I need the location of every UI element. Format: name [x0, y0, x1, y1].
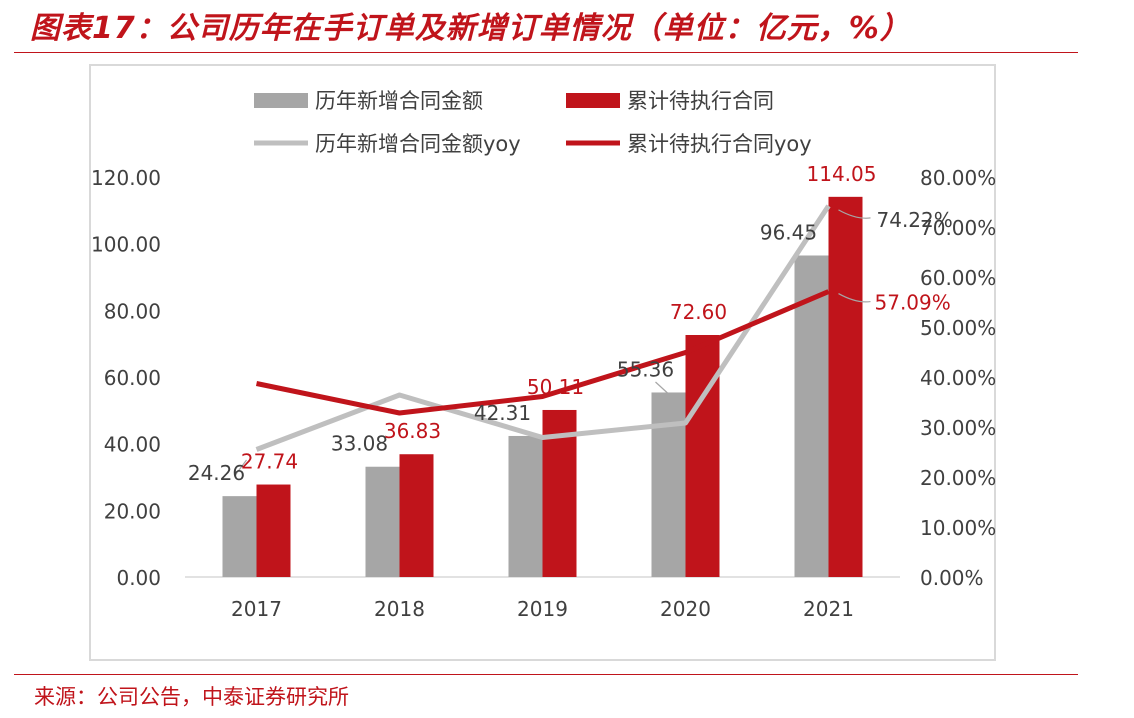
data-label-leader: [234, 459, 247, 477]
data-label-backlog: 72.60: [670, 300, 727, 324]
data-label-new-contracts: 33.08: [331, 432, 388, 456]
y-right-tick-label: 60.00%: [920, 266, 996, 290]
y-left-tick-label: 40.00: [104, 433, 161, 457]
bar-new-contracts: [508, 435, 543, 577]
line-label-leader: [838, 209, 871, 219]
legend-label-backlog: 累计待执行合同: [627, 89, 774, 113]
line-backlog-yoy: [255, 289, 830, 416]
y-right-tick-label: 80.00%: [920, 166, 996, 190]
bar-new-contracts: [222, 496, 257, 577]
bar-new-contracts: [651, 392, 686, 577]
x-tick-label: 2017: [231, 597, 282, 621]
bar-new-contracts: [794, 255, 829, 577]
data-label-backlog: 27.74: [241, 450, 298, 474]
data-label-backlog: 36.83: [384, 419, 441, 443]
chart-frame: [89, 64, 996, 661]
source-note: 来源：公司公告，中泰证券研究所: [34, 685, 349, 709]
line-label-leader: [838, 293, 871, 303]
data-label-backlog: 50.11: [527, 375, 584, 399]
title-rule: [14, 52, 1078, 53]
y-left-tick-label: 60.00: [104, 366, 161, 390]
bar-new-contracts: [365, 466, 400, 577]
data-label-new-contracts: 24.26: [188, 461, 245, 485]
legend-swatch-new-contracts: [254, 93, 308, 108]
y-right-tick-label: 40.00%: [920, 366, 996, 390]
line-label-backlog-yoy: 57.09%: [875, 291, 951, 315]
legend-label-backlog-yoy: 累计待执行合同yoy: [627, 132, 812, 156]
x-tick-label: 2019: [517, 597, 568, 621]
chart-title: 图表17：公司历年在手订单及新增订单情况（单位：亿元，%）: [30, 11, 911, 46]
line-new-contracts-yoy: [255, 204, 831, 452]
legend-label-new-contracts: 历年新增合同金额: [315, 89, 483, 113]
x-tick-label: 2021: [803, 597, 854, 621]
y-left-tick-label: 100.00: [91, 233, 161, 257]
bar-backlog: [685, 335, 720, 577]
y-right-tick-label: 10.00%: [920, 516, 996, 540]
data-label-new-contracts: 42.31: [474, 401, 531, 425]
y-right-tick-label: 20.00%: [920, 466, 996, 490]
x-tick-label: 2018: [374, 597, 425, 621]
source-rule: [14, 674, 1078, 675]
y-right-tick-label: 30.00%: [920, 416, 996, 440]
y-left-tick-label: 80.00: [104, 299, 161, 323]
y-left-tick-label: 120.00: [91, 166, 161, 190]
data-label-backlog: 114.05: [807, 162, 877, 186]
legend-label-new-contracts-yoy: 历年新增合同金额yoy: [315, 132, 521, 156]
y-right-tick-label: 50.00%: [920, 316, 996, 340]
y-left-tick-label: 0.00: [116, 566, 161, 590]
legend-swatch-backlog: [566, 93, 620, 108]
data-label-new-contracts: 55.36: [617, 357, 674, 381]
bar-backlog: [399, 454, 434, 577]
bar-backlog: [828, 196, 863, 578]
data-label-new-contracts: 96.45: [760, 221, 817, 245]
y-left-tick-label: 20.00: [104, 499, 161, 523]
bar-backlog: [256, 484, 291, 577]
y-right-tick-label: 70.00%: [920, 216, 996, 240]
y-right-tick-label: 0.00%: [920, 566, 984, 590]
x-tick-label: 2020: [660, 597, 711, 621]
line-label-new-contracts-yoy: 74.22%: [877, 208, 953, 232]
data-label-leader: [655, 381, 668, 394]
